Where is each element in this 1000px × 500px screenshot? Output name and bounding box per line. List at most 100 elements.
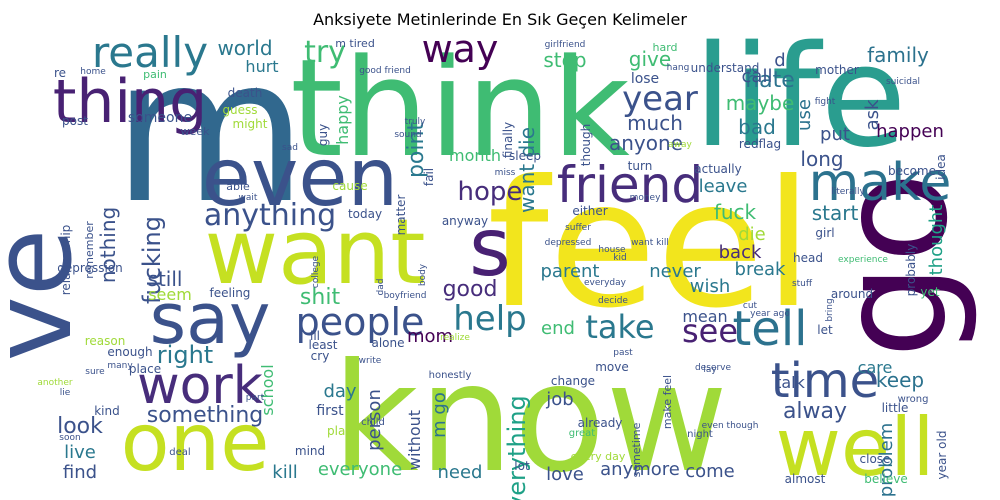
word-post: post <box>62 114 88 128</box>
word-become: become <box>888 164 936 178</box>
word-many: many <box>107 361 133 371</box>
word-least: least <box>308 338 337 352</box>
word-redflag: redflag <box>739 137 781 151</box>
word-realize: realize <box>440 333 470 343</box>
word-around: around <box>831 287 873 301</box>
word-talk: talk <box>775 373 806 392</box>
word-experience: experience <box>838 255 888 265</box>
word-actually: actually <box>694 162 741 176</box>
word-anything: anything <box>204 198 336 233</box>
word-school: school <box>258 364 277 415</box>
word-stuff: stuff <box>792 279 813 289</box>
word-decide: decide <box>598 296 628 306</box>
word-today: today <box>348 207 382 221</box>
word-good-friend: good friend <box>359 66 411 76</box>
word-even-though: even though <box>702 421 759 431</box>
word-matter: matter <box>394 195 408 236</box>
word-feel: feel <box>487 144 813 347</box>
word-want: want <box>204 200 425 305</box>
word-anymore: anymore <box>600 459 680 480</box>
word-never: never <box>649 261 701 282</box>
word-anyone: anyone <box>609 131 683 155</box>
word-take: take <box>585 308 654 346</box>
word-probably: probably <box>904 244 918 297</box>
word-s: s <box>469 201 511 294</box>
word-look: look <box>57 414 103 439</box>
word-mean: mean <box>682 307 727 326</box>
word-much: much <box>627 111 683 135</box>
word-past: past <box>613 348 633 358</box>
word-know: know <box>332 332 728 500</box>
word-money: money <box>630 193 662 203</box>
word-guy: guy <box>316 124 330 146</box>
word-yet: yet <box>920 285 939 299</box>
word-lie: lie <box>60 388 71 398</box>
word-alone: alone <box>371 336 404 350</box>
word-change: change <box>551 374 595 388</box>
word-ill: ill <box>310 329 320 343</box>
word-home: home <box>80 67 106 77</box>
word-ask: ask <box>862 99 883 130</box>
word-d: d <box>774 50 785 71</box>
word-lot: lot <box>514 459 530 473</box>
word-guess: guess <box>222 103 257 117</box>
word-place: place <box>129 362 161 376</box>
word-need: need <box>438 462 483 483</box>
word-give: give <box>629 47 671 71</box>
word-stop: stop <box>543 48 586 72</box>
word-good: good <box>443 277 498 302</box>
word-college: college <box>311 255 321 288</box>
word-mom: mom <box>407 326 453 347</box>
word-believe: believe <box>864 472 908 486</box>
word-put: put <box>820 124 850 145</box>
word-work: work <box>137 356 263 416</box>
word-let: let <box>817 323 833 337</box>
word-m-tired: m tired <box>335 37 375 50</box>
word-girlfriend: girlfriend <box>545 40 586 50</box>
word-hope: hope <box>458 177 523 207</box>
word-alway: alway <box>783 399 847 424</box>
word-every-day: every day <box>571 450 626 463</box>
word-way: way <box>422 27 499 71</box>
word-year-ago: year ago <box>750 309 790 319</box>
word-re: re <box>54 66 66 80</box>
word-either: either <box>572 204 607 218</box>
word-death: death <box>228 86 263 100</box>
word-lay: lay <box>703 365 717 375</box>
word-year: year <box>622 79 698 119</box>
word-move: move <box>595 360 629 374</box>
word-without: without <box>405 410 424 470</box>
word-end: end <box>541 318 575 339</box>
word-thought: thought <box>926 205 947 276</box>
word-people: people <box>296 300 425 344</box>
word-house: house <box>598 245 626 255</box>
word-anyway: anyway <box>442 214 488 228</box>
word-one: one <box>121 396 270 489</box>
word-plan: plan <box>327 424 353 438</box>
word-child: child <box>361 417 385 428</box>
word-another: another <box>37 378 72 388</box>
word-truly: truly <box>405 117 426 127</box>
word-time: time <box>771 353 879 409</box>
word-hard: hard <box>652 41 677 54</box>
word-hurt: hurt <box>245 57 278 76</box>
word-fight: fight <box>815 97 836 107</box>
word-nothing: nothing <box>96 207 120 283</box>
word-long: long <box>800 147 843 171</box>
word-away: away <box>668 140 692 150</box>
word-already: already <box>578 416 623 430</box>
word-maybe: maybe <box>726 91 795 115</box>
word-live: live <box>64 442 96 463</box>
word-sleep: sleep <box>509 149 541 163</box>
word-cause: cause <box>332 179 367 193</box>
word-something: something <box>147 403 263 428</box>
word-see: see <box>682 312 738 350</box>
word-suffer: suffer <box>565 223 591 233</box>
chart-title: Anksiyete Metinlerinde En Sık Geçen Keli… <box>313 10 687 29</box>
word-write: write <box>359 356 382 366</box>
word-feeling: feeling <box>210 286 251 300</box>
word-understand: understand <box>691 61 760 75</box>
word-wait: wait <box>239 193 258 203</box>
word-world: world <box>217 36 272 60</box>
word-m-go: m go <box>429 392 450 438</box>
